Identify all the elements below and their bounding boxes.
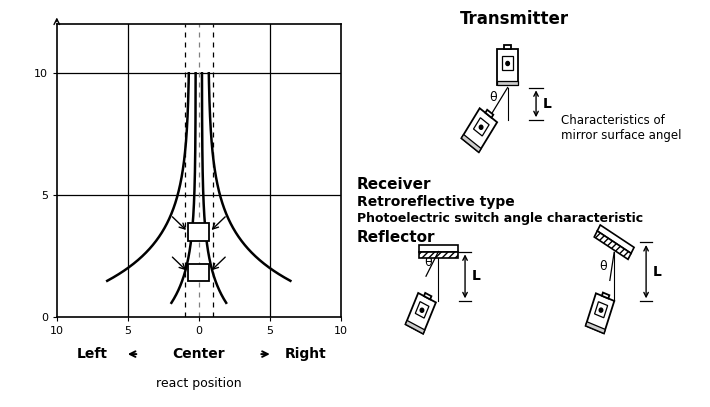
Text: Center: Center — [173, 347, 225, 361]
Text: Right: Right — [285, 347, 326, 361]
Polygon shape — [586, 293, 614, 333]
Text: L: L — [471, 269, 480, 283]
Bar — [188, 223, 209, 241]
Circle shape — [420, 308, 424, 312]
Text: Photoelectric switch angle characteristic: Photoelectric switch angle characteristi… — [356, 212, 643, 225]
Polygon shape — [594, 231, 631, 259]
Polygon shape — [497, 81, 518, 85]
Text: Retroreflective type: Retroreflective type — [356, 195, 515, 209]
Circle shape — [599, 308, 603, 312]
Text: L: L — [543, 97, 552, 111]
Polygon shape — [405, 293, 436, 334]
Text: Left: Left — [77, 347, 108, 361]
Text: θ: θ — [489, 91, 496, 104]
Circle shape — [479, 125, 483, 129]
Text: Reflector: Reflector — [356, 230, 435, 245]
Polygon shape — [503, 56, 513, 70]
Polygon shape — [486, 110, 493, 118]
Polygon shape — [415, 302, 429, 318]
Polygon shape — [462, 134, 481, 152]
Polygon shape — [405, 320, 425, 334]
Text: react position: react position — [156, 377, 241, 390]
Text: Receiver: Receiver — [356, 177, 431, 192]
Polygon shape — [419, 245, 458, 252]
Circle shape — [506, 61, 510, 66]
Polygon shape — [602, 293, 609, 298]
Polygon shape — [424, 293, 432, 300]
Polygon shape — [594, 302, 608, 318]
Polygon shape — [497, 49, 518, 85]
Text: L: L — [652, 265, 662, 279]
Polygon shape — [462, 108, 497, 152]
Text: Characteristics of
mirror surface angel: Characteristics of mirror surface angel — [561, 114, 682, 142]
Polygon shape — [597, 225, 634, 253]
Bar — [188, 264, 209, 281]
Polygon shape — [474, 118, 489, 136]
Text: θ: θ — [600, 260, 607, 273]
Polygon shape — [504, 45, 511, 49]
Polygon shape — [586, 322, 605, 333]
Text: Transmitter: Transmitter — [460, 10, 569, 28]
Text: θ: θ — [424, 256, 432, 269]
Polygon shape — [419, 252, 458, 258]
